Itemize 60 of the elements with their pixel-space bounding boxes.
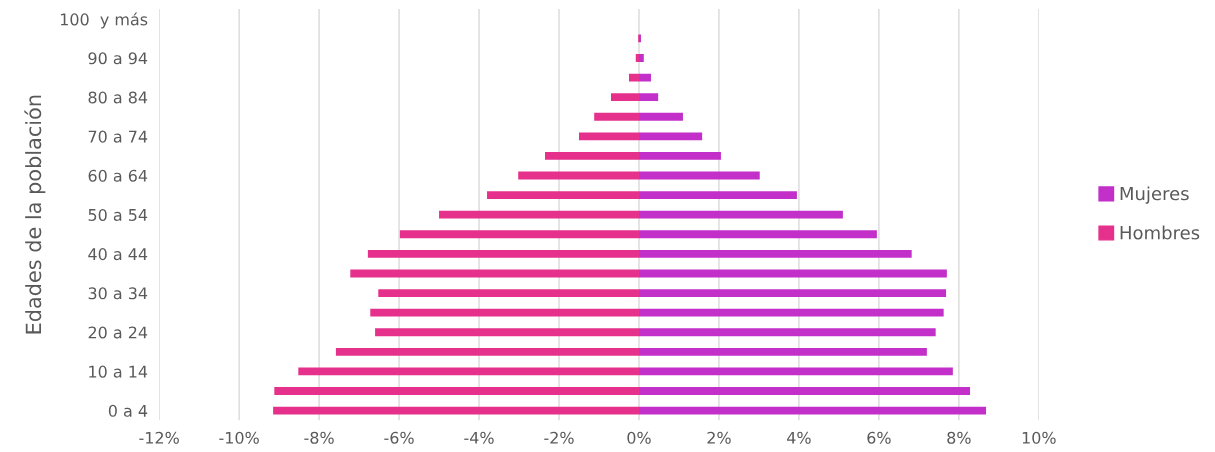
bar [638,93,659,102]
bar [628,73,639,82]
bar [638,171,760,180]
legend-label: Mujeres [1120,186,1189,204]
x-tick-label: 0% [627,431,651,444]
bar [638,249,912,258]
y-tick-label: 100 y más [60,12,148,29]
x-tick-label: 2% [707,431,731,444]
x-tick-label: 10% [1022,431,1056,444]
x-tick-label: -2% [544,431,574,444]
bar [545,152,639,160]
y-axis-title: Edades de la población [24,95,46,334]
bar [638,230,877,239]
y-tick-label: 50 a 54 [88,208,148,221]
bar [635,54,639,62]
y-tick-label: 30 a 34 [88,287,148,300]
bar [335,347,639,356]
y-tick-label: 60 a 64 [88,169,148,182]
x-tick-label: -12% [139,431,179,444]
bar [638,210,843,219]
bar [594,112,639,121]
y-tick-label: 20 a 24 [88,326,148,339]
bar [638,367,953,376]
bar [610,93,639,102]
y-tick-label: 70 a 74 [88,130,148,143]
bar [638,152,721,160]
bar [370,308,639,317]
bar [638,347,927,356]
bar [638,328,936,337]
bar [518,171,639,180]
y-tick-label: 80 a 84 [88,91,148,104]
bar [487,191,639,200]
x-tick-label: -10% [219,431,259,444]
bar [375,328,639,337]
bar [274,387,639,395]
y-tick-label: 90 a 94 [88,52,148,65]
x-tick-label: -4% [464,431,494,444]
bar [439,210,639,219]
bar [638,112,683,121]
bar [399,230,639,239]
x-tick-label: -8% [304,431,334,444]
y-tick-label: 0 a 4 [108,404,148,417]
y-tick-label: 10 a 14 [89,365,148,378]
x-tick-label: 4% [787,431,811,444]
y-tick-label: 40 a 44 [88,248,148,261]
bar [638,387,971,395]
x-tick-label: -6% [384,431,414,444]
legend-label: Hombres [1120,225,1200,240]
bar [298,367,639,376]
bar [638,191,797,200]
bar [579,132,639,141]
bar [638,73,651,82]
bar [367,249,639,258]
bar [638,132,703,141]
x-tick-label: 6% [867,431,891,444]
bar [638,308,944,317]
bar [638,54,644,62]
bar [638,289,947,297]
x-tick-label: 8% [947,431,971,444]
bar [378,289,639,297]
